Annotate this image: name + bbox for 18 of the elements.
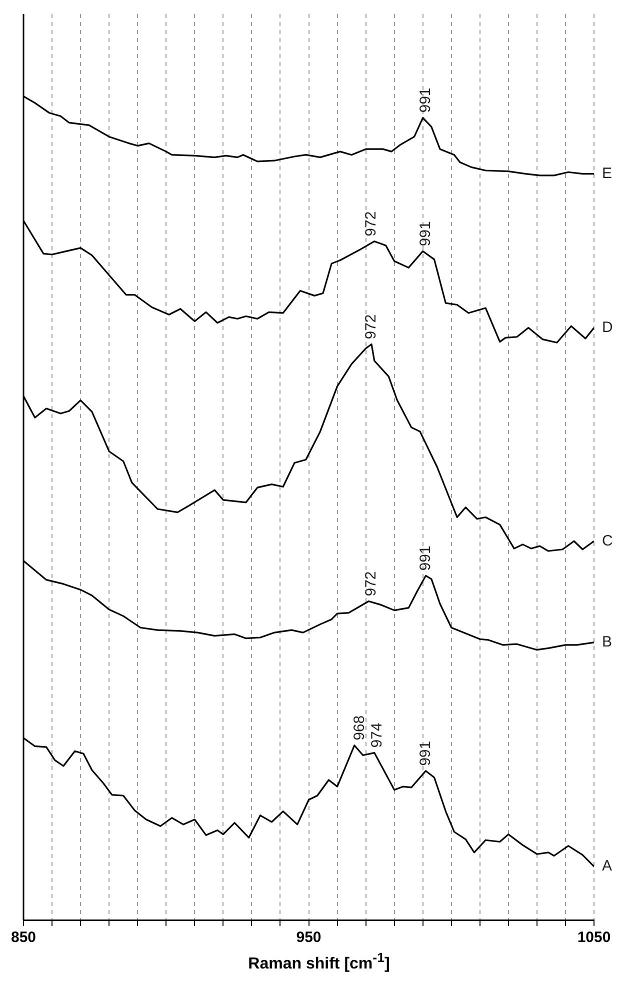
x-tick-label: 950	[296, 929, 322, 946]
annotation: 991	[416, 88, 434, 113]
annotation: 974	[368, 722, 386, 748]
annotation: 991	[416, 221, 434, 246]
series-label: C	[602, 532, 613, 550]
series-label: D	[602, 318, 613, 336]
annotation: 972	[362, 314, 380, 340]
annotation: 991	[416, 546, 434, 571]
x-axis-title: Raman shift [cm$^{-1}$]	[247, 950, 391, 974]
annotation: 972	[362, 571, 380, 596]
annotation: 972	[362, 211, 380, 236]
annotation: 991	[416, 740, 434, 766]
series-label: E	[602, 164, 612, 182]
series-label: A	[602, 858, 612, 875]
series-label: B	[602, 634, 612, 651]
annotation: 968	[351, 715, 368, 740]
x-tick-label: 1050	[577, 929, 611, 946]
x-tick-label: 850	[11, 929, 36, 946]
